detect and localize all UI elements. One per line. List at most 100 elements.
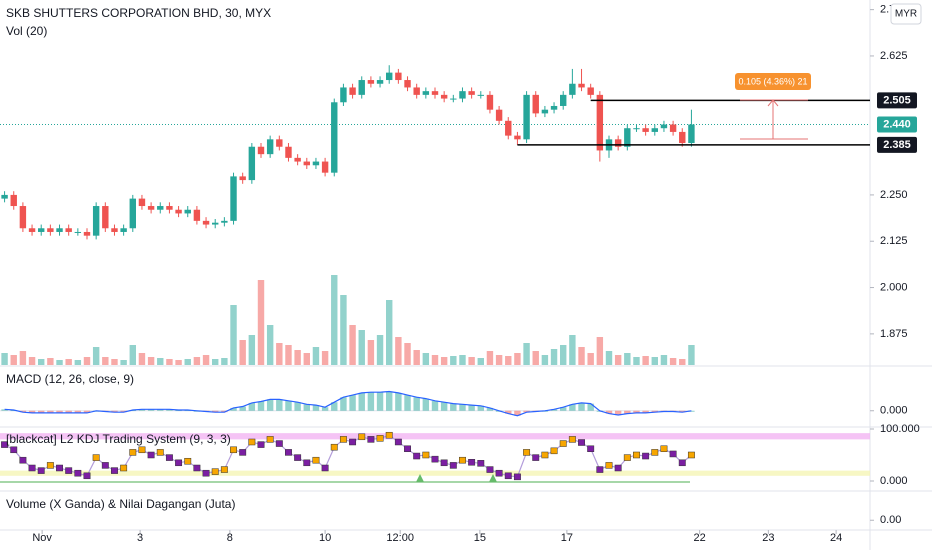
y-tick-label: 0.000 bbox=[880, 405, 908, 417]
volume-bar bbox=[486, 351, 494, 365]
macd-hist bbox=[386, 391, 393, 411]
currency[interactable]: MYR bbox=[895, 9, 917, 20]
y-tick-label: 0.000 bbox=[880, 475, 908, 487]
y-tick-label: 2.000 bbox=[880, 281, 908, 293]
macd-hist bbox=[358, 392, 365, 411]
candle-body bbox=[395, 72, 402, 81]
kdj-mark bbox=[550, 447, 558, 455]
candle-body bbox=[147, 206, 155, 210]
candle-body bbox=[477, 94, 484, 96]
kdj-mark bbox=[504, 472, 512, 480]
macd-hist bbox=[111, 410, 118, 413]
candle-body bbox=[587, 87, 594, 95]
volume-bar bbox=[495, 355, 503, 365]
volume-bar bbox=[550, 349, 558, 365]
macd-hist bbox=[239, 406, 246, 411]
macd-hist bbox=[83, 410, 91, 413]
macd-hist bbox=[331, 402, 338, 411]
volume-bar bbox=[175, 360, 182, 365]
kdj-mark bbox=[495, 469, 503, 477]
kdj-mark bbox=[532, 454, 540, 461]
kdj-mark bbox=[568, 436, 576, 443]
macd-hist bbox=[312, 405, 320, 411]
macd-hist bbox=[166, 409, 173, 411]
volume-bar bbox=[431, 355, 439, 365]
macd-hist bbox=[120, 410, 127, 413]
volume-bar bbox=[92, 347, 100, 365]
volume-bar bbox=[65, 359, 72, 365]
candle-body bbox=[459, 91, 466, 99]
candle-body bbox=[514, 135, 521, 140]
candle-body bbox=[294, 157, 301, 162]
y-tick-label: 2.125 bbox=[880, 235, 908, 247]
kdj-mark bbox=[358, 433, 366, 441]
candle-body bbox=[166, 206, 173, 210]
candle-body bbox=[633, 128, 640, 130]
candle-body bbox=[596, 94, 604, 151]
x-tick-label: 15 bbox=[474, 532, 486, 544]
kdj-mark bbox=[541, 451, 549, 459]
volume-bar bbox=[38, 359, 45, 365]
candle-body bbox=[358, 80, 365, 95]
macd-hist bbox=[294, 402, 301, 411]
macd-hist bbox=[578, 402, 585, 411]
macd-hist bbox=[505, 410, 512, 414]
kdj-mark bbox=[294, 454, 302, 461]
macd-hist bbox=[38, 410, 45, 413]
kdj-mark bbox=[431, 455, 439, 463]
y-tick-label: 0.00 bbox=[880, 514, 901, 526]
candle-body bbox=[679, 131, 686, 144]
kdj-mark bbox=[523, 449, 531, 456]
kdj-mark bbox=[623, 454, 631, 461]
kdj-mark bbox=[74, 469, 82, 477]
x-tick-label: 3 bbox=[137, 532, 143, 544]
macd-hist bbox=[303, 404, 310, 411]
kdj-mark bbox=[367, 436, 375, 443]
macd-hist bbox=[486, 407, 494, 411]
volume-bar bbox=[257, 280, 265, 365]
kdj-mark bbox=[303, 459, 311, 467]
volume-bar bbox=[184, 359, 191, 365]
volume-bar bbox=[83, 357, 91, 365]
candle-body bbox=[202, 220, 210, 225]
volume-bar bbox=[1, 353, 8, 365]
kdj-mark bbox=[330, 443, 338, 451]
macd-hist bbox=[248, 402, 256, 411]
candle-body bbox=[505, 120, 512, 136]
candle-body bbox=[19, 206, 27, 229]
currency-button[interactable] bbox=[890, 3, 922, 25]
kdj-mark bbox=[449, 462, 457, 469]
candle-body bbox=[376, 80, 384, 84]
volume-bar bbox=[651, 357, 658, 365]
candle-body bbox=[404, 80, 411, 88]
candle-body bbox=[669, 124, 677, 132]
kdj-mark bbox=[559, 440, 567, 447]
macd-hist bbox=[56, 410, 63, 413]
volume-bar bbox=[624, 353, 631, 365]
kdj-mark bbox=[687, 451, 695, 459]
candle-body bbox=[440, 94, 448, 99]
volume-bar bbox=[660, 355, 668, 365]
kdj-mark bbox=[669, 450, 677, 458]
macd-hist bbox=[321, 407, 329, 411]
candle-body bbox=[321, 161, 329, 173]
candle-body bbox=[175, 209, 182, 214]
kdj-mark bbox=[239, 449, 247, 456]
volx-title: Volume (X Ganda) & Nilai Dagangan (Juta) bbox=[6, 497, 235, 511]
volume-bar bbox=[102, 357, 109, 365]
candle-body bbox=[523, 94, 530, 140]
candle-body bbox=[257, 146, 265, 155]
volume-bar bbox=[303, 353, 310, 365]
volume-bar bbox=[376, 335, 384, 365]
candle-body bbox=[120, 228, 127, 232]
volume-bar bbox=[120, 360, 127, 365]
candle-body bbox=[74, 231, 82, 233]
candle-body bbox=[276, 139, 283, 147]
kdj-band bbox=[0, 433, 870, 440]
kdj-mark bbox=[275, 440, 283, 447]
volume-bar bbox=[285, 345, 292, 365]
kdj-mark bbox=[211, 468, 219, 475]
kdj-mark bbox=[138, 446, 146, 454]
macd-hist bbox=[138, 409, 146, 411]
volume-bar bbox=[468, 357, 475, 365]
